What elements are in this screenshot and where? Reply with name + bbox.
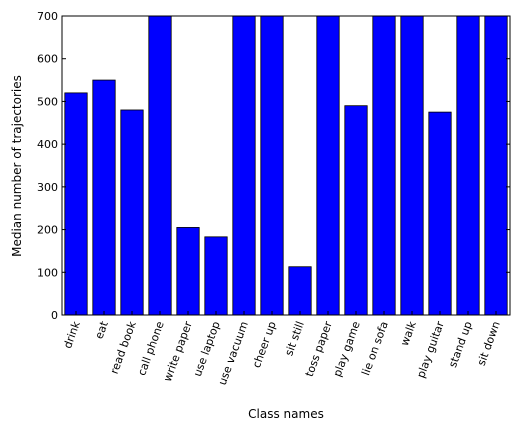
x-tick-label: stand up: [446, 320, 475, 370]
bar-write-paper: [176, 227, 200, 316]
y-tick-label: 200: [37, 224, 58, 237]
bar-play-game: [344, 105, 368, 316]
y-tick-label: 0: [51, 309, 58, 322]
y-tick-label: 600: [37, 53, 58, 66]
y-axis-label: Median number of trajectories: [10, 75, 24, 257]
x-tick-label: sit down: [475, 320, 503, 368]
bar-eat: [92, 79, 116, 316]
y-axis: 0 100 200 300 400 500 600 700: [37, 10, 510, 322]
x-tick-label: play game: [331, 319, 363, 378]
x-tick-label: sit still: [282, 320, 306, 358]
bar-walk: [400, 15, 424, 316]
y-tick-label: 100: [37, 266, 58, 279]
x-tick-label: cheer up: [250, 320, 279, 370]
x-tick-label: lie on sofa: [359, 320, 391, 378]
bar-call-phone: [148, 15, 172, 316]
x-tick-label: eat: [93, 319, 112, 341]
x-tick-label: use laptop: [191, 320, 223, 379]
bar-sit-still: [288, 266, 312, 316]
plot-frame: [61, 15, 511, 316]
bar-read-book: [120, 109, 144, 316]
x-tick-label: use vacuum: [216, 320, 251, 387]
y-tick-label: 400: [37, 138, 58, 151]
y-tick-label: 500: [37, 95, 58, 108]
bar-toss-paper: [316, 15, 340, 316]
x-tick-label: play guitar: [414, 319, 447, 380]
bar-drink: [64, 92, 88, 316]
bar-use-laptop: [204, 236, 228, 316]
x-tick-label: toss paper: [303, 319, 335, 378]
bar-sit-down: [484, 15, 508, 316]
y-tick-label: 700: [37, 10, 58, 23]
bars-group: [64, 15, 508, 316]
bar-play-guitar: [428, 111, 452, 316]
x-tick-label: drink: [61, 319, 83, 350]
x-tick-label: call phone: [135, 319, 167, 377]
bar-use-vacuum: [232, 15, 256, 316]
y-tick-label: 300: [37, 181, 58, 194]
x-axis-label: Class names: [248, 407, 324, 421]
bar-stand-up: [456, 15, 480, 316]
bar-lie-on-sofa: [372, 15, 396, 316]
x-tick-label: walk: [398, 319, 419, 348]
x-tick-label: read book: [108, 319, 139, 376]
bar-cheer-up: [260, 15, 284, 316]
